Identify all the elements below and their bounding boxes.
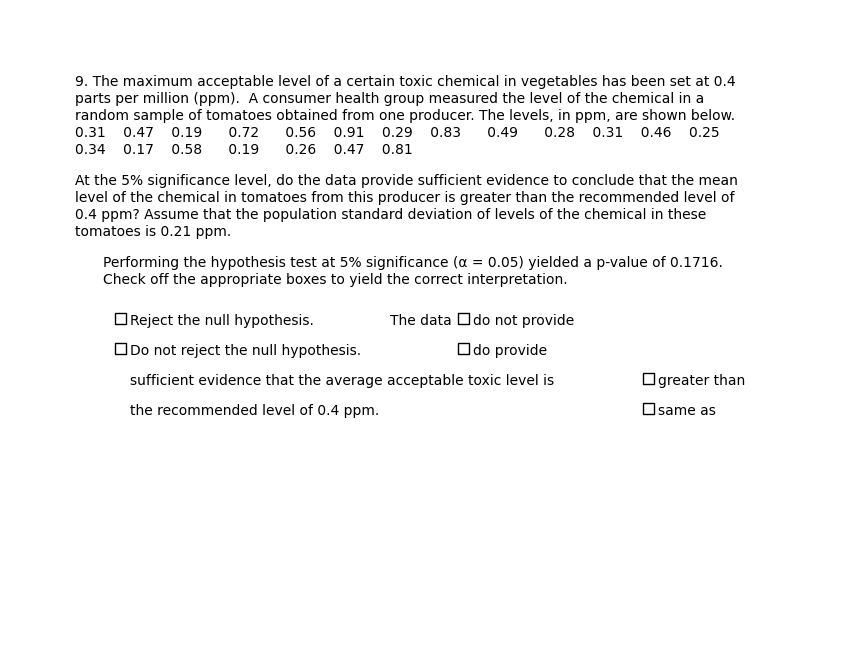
Text: Check off the appropriate boxes to yield the correct interpretation.: Check off the appropriate boxes to yield…: [103, 273, 568, 287]
Bar: [115, 313, 126, 324]
Text: 9. The maximum acceptable level of a certain toxic chemical in vegetables has be: 9. The maximum acceptable level of a cer…: [75, 75, 735, 89]
Text: tomatoes is 0.21 ppm.: tomatoes is 0.21 ppm.: [75, 225, 231, 239]
Bar: [115, 342, 126, 354]
Text: Performing the hypothesis test at 5% significance (α = 0.05) yielded a p-value o: Performing the hypothesis test at 5% sig…: [103, 256, 723, 270]
Text: The data: The data: [390, 314, 452, 328]
Bar: [643, 403, 654, 414]
Text: random sample of tomatoes obtained from one producer. The levels, in ppm, are sh: random sample of tomatoes obtained from …: [75, 109, 735, 123]
Text: 0.4 ppm? Assume that the population standard deviation of levels of the chemical: 0.4 ppm? Assume that the population stan…: [75, 208, 706, 222]
Text: parts per million (ppm).  A consumer health group measured the level of the chem: parts per million (ppm). A consumer heal…: [75, 92, 704, 106]
Text: level of the chemical in tomatoes from this producer is greater than the recomme: level of the chemical in tomatoes from t…: [75, 191, 734, 205]
Text: Do not reject the null hypothesis.: Do not reject the null hypothesis.: [130, 344, 361, 358]
Text: sufficient evidence that the average acceptable toxic level is: sufficient evidence that the average acc…: [130, 374, 554, 388]
Text: 0.31    0.47    0.19      0.72      0.56    0.91    0.29    0.83      0.49      : 0.31 0.47 0.19 0.72 0.56 0.91 0.29 0.83 …: [75, 126, 720, 140]
Text: 0.34    0.17    0.58      0.19      0.26    0.47    0.81: 0.34 0.17 0.58 0.19 0.26 0.47 0.81: [75, 143, 413, 157]
Text: same as: same as: [658, 404, 716, 418]
Text: do not provide: do not provide: [473, 314, 574, 328]
Bar: [643, 373, 654, 383]
Bar: [458, 313, 469, 324]
Text: the recommended level of 0.4 ppm.: the recommended level of 0.4 ppm.: [130, 404, 379, 418]
Text: greater than: greater than: [658, 374, 746, 388]
Bar: [458, 342, 469, 354]
Text: do provide: do provide: [473, 344, 547, 358]
Text: Reject the null hypothesis.: Reject the null hypothesis.: [130, 314, 314, 328]
Text: At the 5% significance level, do the data provide sufficient evidence to conclud: At the 5% significance level, do the dat…: [75, 174, 738, 188]
